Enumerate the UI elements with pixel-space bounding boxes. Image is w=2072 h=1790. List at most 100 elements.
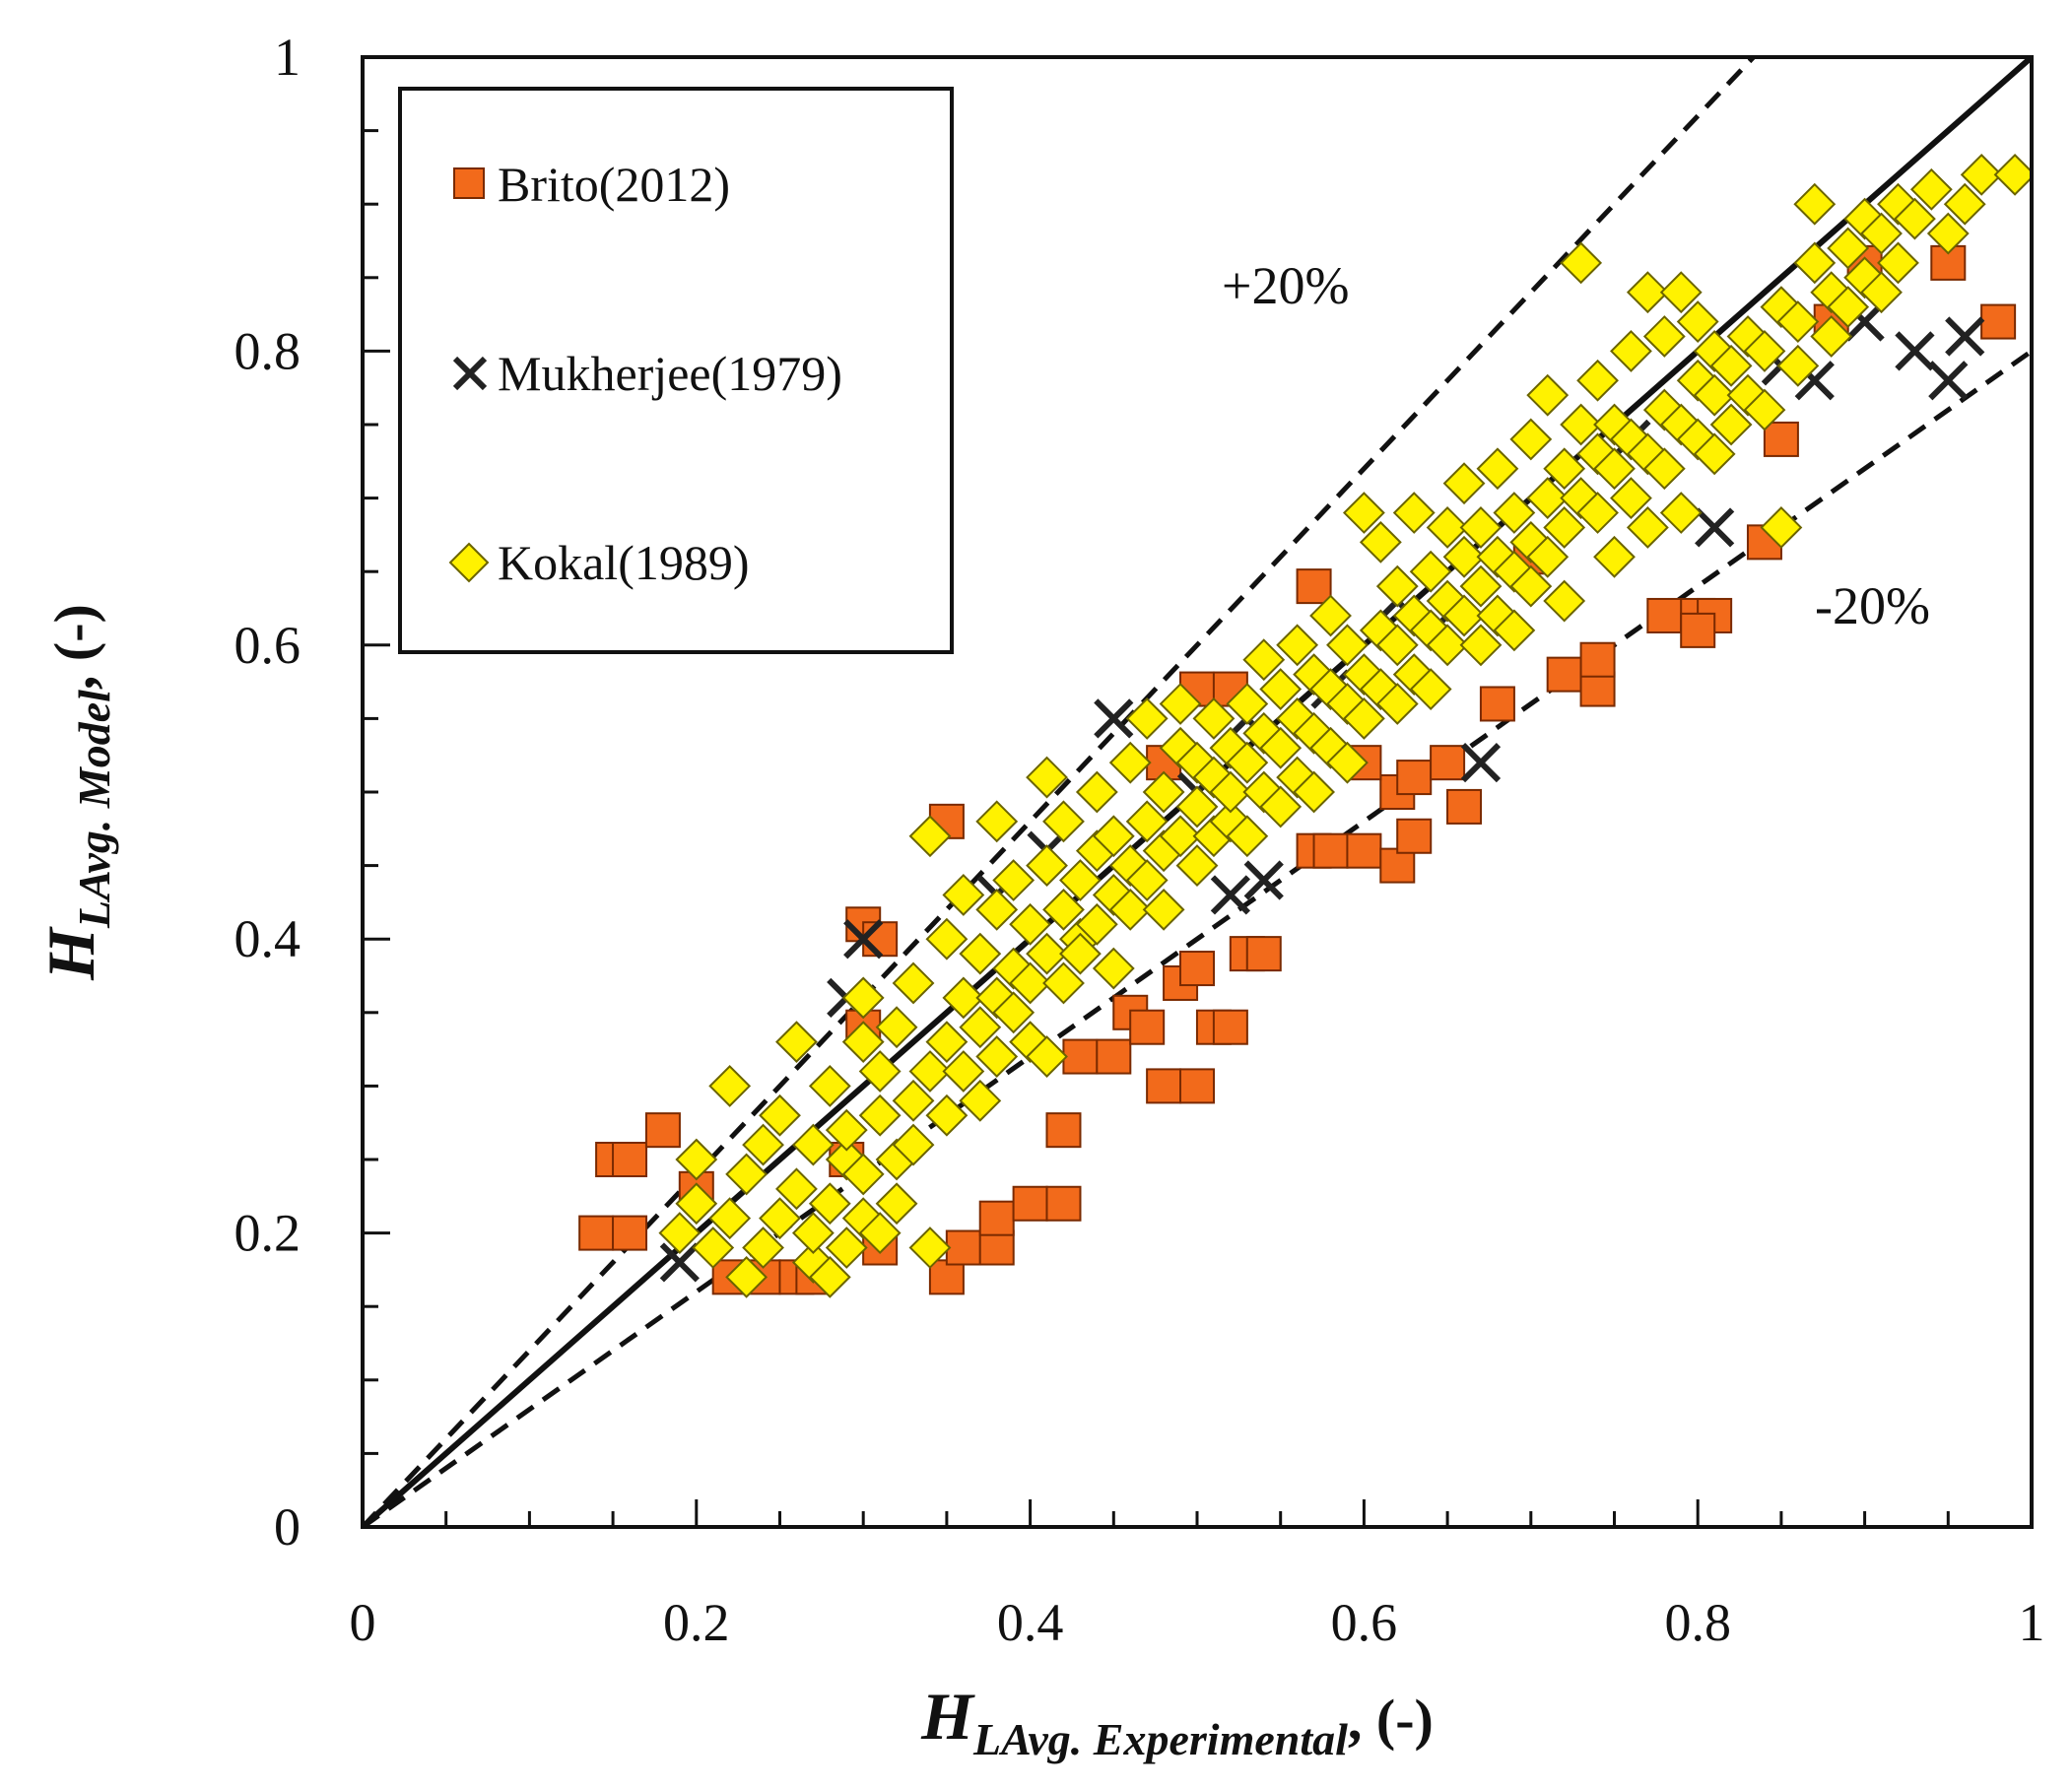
brito-point (1179, 951, 1215, 987)
kokal-point (1392, 492, 1436, 534)
reference-line-plus-20 (363, 57, 1756, 1527)
brito-point (1129, 1009, 1166, 1045)
mukherjee-point (1928, 361, 1969, 401)
kokal-point (1209, 770, 1252, 814)
kokal-point (1593, 535, 1636, 578)
kokal-point (1026, 1035, 1068, 1078)
mukherjee-point (1094, 698, 1134, 739)
kokal-point (1125, 859, 1169, 901)
x-tick-label: 0.6 (1331, 1593, 1398, 1652)
kokal-point (1526, 535, 1570, 578)
kokal-point (808, 1182, 851, 1226)
kokal-point (1860, 271, 1903, 314)
brito-point (1296, 568, 1332, 605)
kokal-point (775, 1167, 818, 1211)
kokal-point (1142, 770, 1185, 814)
kokal-point (1026, 844, 1068, 888)
kokal-point (1259, 785, 1303, 829)
kokal-point (1242, 638, 1286, 682)
kokal-point (1593, 447, 1636, 491)
kokal-point (975, 888, 1019, 931)
legend-box (398, 87, 954, 654)
brito-point (1312, 832, 1349, 869)
kokal-point (875, 1006, 918, 1049)
brito-point (928, 1259, 965, 1295)
kokal-point (1642, 315, 1686, 358)
kokal-point (975, 800, 1019, 843)
kokal-point (1276, 624, 1319, 667)
kokal-point (1743, 388, 1786, 431)
kokal-point (1442, 594, 1486, 637)
brito-point (945, 1229, 981, 1266)
kokal-point (1075, 770, 1118, 814)
kokal-point (1626, 271, 1669, 314)
kokal-point (1175, 785, 1219, 829)
kokal-point (1108, 741, 1152, 784)
y-axis-unit: , (-) (42, 604, 106, 690)
kokal-point (841, 1021, 885, 1064)
kokal-point (1626, 506, 1669, 549)
kokal-point (841, 1153, 885, 1196)
kokal-point (925, 917, 969, 961)
svg-text:HLAvg. Experimental, (-): HLAvg. Experimental, (-) (920, 1679, 1434, 1764)
brito-point (1579, 671, 1616, 707)
kokal-point (1476, 447, 1519, 491)
kokal-point (1894, 197, 1936, 240)
kokal-point (1009, 902, 1052, 946)
kokal-point (1442, 535, 1486, 578)
kokal-point (858, 1212, 902, 1255)
brito-point (978, 1229, 1015, 1266)
brito-point (1579, 641, 1616, 678)
mukherjee-point (1695, 507, 1735, 548)
kokal-point (992, 859, 1036, 901)
y-tick-label: 0.8 (234, 321, 301, 380)
kokal-point (1493, 492, 1536, 534)
brito-point (578, 1215, 615, 1251)
kokal-point (925, 1021, 969, 1064)
brito-point (1430, 745, 1466, 781)
kokal-point (1009, 961, 1052, 1005)
kokal-point (1359, 520, 1402, 564)
kokal-point (942, 976, 985, 1020)
kokal-point (1610, 329, 1652, 372)
kokal-point (725, 1255, 769, 1298)
kokal-point (1159, 683, 1202, 725)
kokal-point (1793, 182, 1837, 226)
minus-20-label: -20% (1815, 576, 1930, 635)
mukherjee-point (1460, 743, 1502, 783)
kokal-point (1342, 696, 1385, 740)
kokal-point (675, 1138, 718, 1181)
kokal-point (1375, 624, 1419, 667)
kokal-point (1543, 506, 1586, 549)
kokal-point (1926, 212, 1970, 255)
kokal-point (1409, 550, 1452, 593)
kokal-point (1459, 506, 1503, 549)
kokal-point (858, 1094, 902, 1137)
kokal-point (1543, 447, 1586, 491)
kokal-point (1426, 624, 1469, 667)
mukherjee-point (1210, 875, 1251, 915)
kokal-point (742, 1123, 784, 1166)
kokal-point (908, 1050, 952, 1093)
kokal-point (1426, 506, 1469, 549)
kokal-point (825, 1226, 868, 1269)
kokal-point (1743, 329, 1786, 372)
legend-x-marker (452, 356, 488, 391)
kokal-point (1026, 756, 1068, 799)
kokal-point (841, 976, 885, 1020)
kokal-point (1493, 609, 1536, 652)
kokal-point (1709, 403, 1753, 446)
x-axis-title: HLAvg. Experimental, (-) (920, 1679, 1434, 1764)
kokal-point (892, 961, 935, 1005)
kokal-point (908, 1226, 952, 1269)
kokal-point (1108, 888, 1152, 931)
kokal-point (1042, 800, 1085, 843)
kokal-point (1125, 800, 1169, 843)
kokal-point (1610, 477, 1652, 520)
series-kokal-1989- (658, 153, 2032, 1298)
kokal-point (1709, 344, 1753, 387)
x-tick-label: 1 (2019, 1593, 2045, 1652)
kokal-point (1827, 286, 1870, 329)
kokal-point (1642, 447, 1686, 491)
kokal-point (1259, 668, 1303, 710)
